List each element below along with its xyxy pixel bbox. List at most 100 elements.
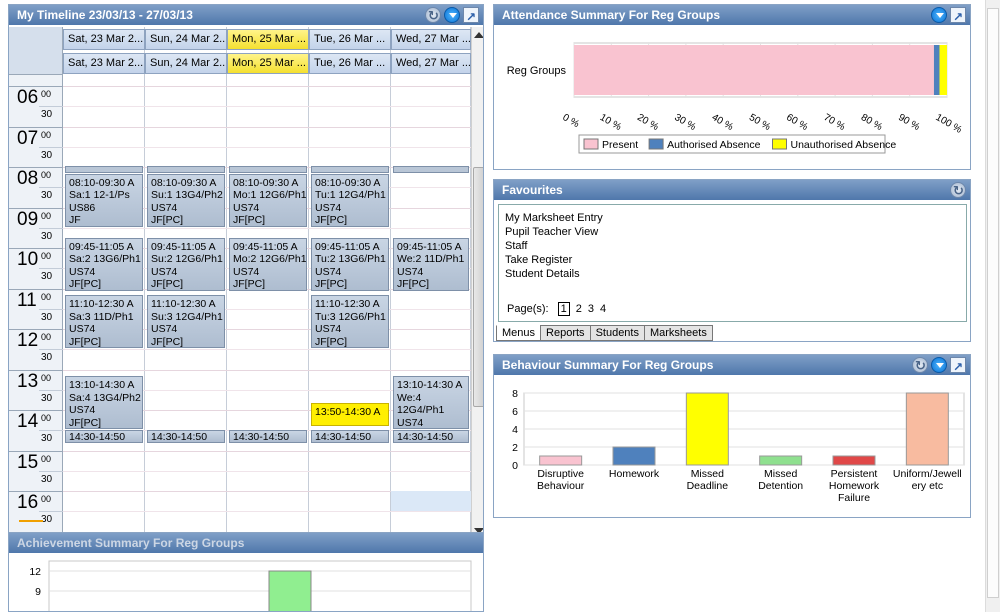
refresh-icon[interactable] bbox=[950, 181, 966, 201]
hour-label: 06 00 bbox=[9, 86, 63, 127]
timeline-grid[interactable]: 06 00 30 07 00 30 08 00 30 09 00 30 10 00 30 11 00 30 12 00… bbox=[9, 27, 471, 539]
maximize-icon[interactable] bbox=[463, 7, 479, 27]
timeline-event-overflow bbox=[65, 166, 143, 173]
favourite-link[interactable]: Staff bbox=[505, 240, 528, 252]
hour-label: 16 00 bbox=[9, 491, 63, 532]
bar bbox=[759, 455, 803, 466]
timeline-event[interactable]: 08:10-09:30 A Mo:1 12G6/Ph1 US74 JF[PC] bbox=[229, 173, 307, 227]
grid-line bbox=[63, 491, 471, 492]
timeline-event[interactable]: 09:45-11:05 A Tu:2 13G6/Ph1 US74 JF[PC] bbox=[311, 237, 389, 291]
timeline-event-overflow bbox=[311, 166, 389, 173]
timeline-event[interactable]: 11:10-12:30 A Su:3 12G4/Ph1 US74 JF[PC] bbox=[147, 295, 225, 349]
hour-number: 10 bbox=[17, 249, 39, 270]
day-header[interactable]: Wed, 27 Mar ... bbox=[391, 53, 471, 74]
favourites-title-bar: Favourites bbox=[494, 180, 970, 201]
day-header[interactable]: Tue, 26 Mar ... bbox=[309, 29, 391, 50]
timeline-scrollbar[interactable] bbox=[471, 27, 483, 539]
hour-number: 13 bbox=[17, 370, 39, 392]
maximize-icon[interactable] bbox=[950, 7, 966, 27]
refresh-icon[interactable] bbox=[425, 6, 441, 26]
half-hour-text: 30 bbox=[41, 473, 53, 485]
timeline-event[interactable]: 08:10-09:30 A Tu:1 12G4/Ph1 US74 JF[PC] bbox=[311, 173, 389, 227]
attendance-chart: 0 % 10 % 20 % 30 % 40 % 50 % 60 % 70 % 80 % 90 % 1… bbox=[507, 42, 964, 154]
day-header[interactable]: Mon, 25 Mar ... bbox=[227, 29, 309, 50]
x-tick-label: 80 % bbox=[859, 112, 884, 133]
scroll-up-button[interactable] bbox=[473, 29, 483, 43]
scroll-down-button[interactable] bbox=[473, 525, 483, 539]
hour-number: 11 bbox=[17, 289, 37, 311]
maximize-icon[interactable] bbox=[950, 357, 966, 377]
timeline-event[interactable]: 11:10-12:30 A Tu:3 12G6/Ph1 US74 JF[PC] bbox=[311, 295, 389, 349]
x-tick-label: 30 % bbox=[672, 112, 697, 133]
bar bbox=[268, 570, 312, 611]
hour-number: 12 bbox=[17, 330, 39, 351]
x-tick-label: 70 % bbox=[822, 112, 847, 133]
day-header[interactable]: Sat, 23 Mar 2... bbox=[63, 29, 145, 50]
tab-students[interactable]: Students bbox=[589, 325, 645, 341]
page-scroll-thumb[interactable] bbox=[987, 8, 999, 598]
favourites-title: Favourites bbox=[502, 183, 563, 197]
timeline-event[interactable]: 11:10-12:30 A Sa:3 11D/Ph1 US74 JF[PC] bbox=[65, 295, 143, 349]
timeline-event[interactable]: 09:45-11:05 A We:2 11D/Ph1 US74 JF[PC] bbox=[393, 237, 469, 291]
selected-slot[interactable] bbox=[391, 491, 471, 512]
tab-menus[interactable]: Menus bbox=[496, 325, 542, 341]
timeline-event[interactable]: 14:30-14:50 bbox=[65, 430, 143, 443]
x-tick-label: 50 % bbox=[747, 112, 772, 133]
page-link[interactable]: 3 bbox=[587, 303, 595, 315]
timeline-event[interactable]: 13:50-14:30 A bbox=[311, 403, 389, 426]
timeline-event[interactable]: 09:45-11:05 A Sa:2 13G6/Ph1 US74 JF[PC] bbox=[65, 237, 143, 291]
refresh-icon[interactable] bbox=[912, 356, 928, 376]
day-header[interactable]: Mon, 25 Mar ... bbox=[227, 53, 309, 74]
page-link[interactable]: 4 bbox=[600, 303, 607, 315]
favourite-link[interactable]: Take Register bbox=[505, 254, 573, 266]
tab-marksheets[interactable]: Marksheets bbox=[643, 325, 713, 341]
bar bbox=[539, 455, 583, 466]
grid-line bbox=[63, 86, 471, 87]
hour-number: 09 bbox=[17, 208, 39, 230]
collapse-icon[interactable] bbox=[931, 357, 947, 373]
x-tick-label: Homework bbox=[829, 480, 880, 492]
timeline-event[interactable]: 14:30-14:50 bbox=[229, 430, 307, 443]
day-header[interactable]: Tue, 26 Mar ... bbox=[309, 53, 391, 74]
timeline-event[interactable]: 13:10-14:30 A Sa:4 13G4/Ph2 US74 JF[PC] bbox=[65, 376, 143, 430]
x-tick-label: Disruptive bbox=[537, 468, 584, 480]
favourite-link[interactable]: My Marksheet Entry bbox=[505, 212, 603, 224]
hour-number: 06 bbox=[17, 87, 39, 108]
y-tick-label: 0 bbox=[512, 460, 518, 472]
timeline-event[interactable]: 08:10-09:30 A Sa:1 12-1/Ps US86 JF bbox=[65, 173, 143, 227]
timeline-event[interactable]: 14:30-14:50 bbox=[393, 430, 469, 443]
legend-label: Present bbox=[602, 139, 638, 151]
hour-minutes: 00 bbox=[41, 413, 52, 423]
scroll-thumb[interactable] bbox=[473, 167, 483, 407]
day-header[interactable]: Wed, 27 Mar ... bbox=[391, 29, 471, 50]
collapse-icon[interactable] bbox=[444, 7, 460, 23]
grid-line bbox=[63, 106, 471, 108]
page-scrollbar[interactable] bbox=[985, 0, 1000, 612]
timeline-event[interactable]: 14:30-14:50 bbox=[311, 430, 389, 443]
timeline-event[interactable]: 09:45-11:05 A Mo:2 12G6/Ph1 US74 JF[PC] bbox=[229, 237, 307, 291]
day-header[interactable]: Sun, 24 Mar 2... bbox=[145, 29, 227, 50]
day-header[interactable]: Sun, 24 Mar 2... bbox=[145, 53, 227, 74]
timeline-title: My Timeline 23/03/13 - 27/03/13 bbox=[17, 8, 193, 22]
timeline-event[interactable]: 09:45-11:05 A Su:2 12G6/Ph1 US74 JF[PC] bbox=[147, 237, 225, 291]
timeline-event[interactable]: 13:10-14:30 A We:4 12G4/Ph1 US74 bbox=[393, 376, 469, 430]
day-header[interactable]: Sat, 23 Mar 2... bbox=[63, 53, 145, 74]
legend-label: Unauthorised Absence bbox=[791, 139, 897, 151]
page-link[interactable]: 2 bbox=[575, 303, 582, 315]
tab-reports[interactable]: Reports bbox=[540, 325, 591, 341]
attendance-panel: Attendance Summary For Reg Groups 0 % 10 … bbox=[493, 4, 971, 170]
attendance-title: Attendance Summary For Reg Groups bbox=[502, 8, 721, 22]
favourite-link[interactable]: Student Details bbox=[505, 268, 580, 280]
x-tick-label: 60 % bbox=[784, 112, 809, 133]
timeline-event[interactable]: 14:30-14:50 bbox=[147, 430, 225, 443]
y-tick-label: 6 bbox=[512, 406, 518, 418]
favourite-link[interactable]: Pupil Teacher View bbox=[505, 226, 599, 238]
page-link[interactable]: 1 bbox=[557, 302, 570, 316]
attendance-title-bar: Attendance Summary For Reg Groups bbox=[494, 5, 970, 27]
hour-minutes: 00 bbox=[41, 494, 52, 504]
collapse-icon[interactable] bbox=[931, 7, 947, 23]
x-tick-label: 10 % bbox=[598, 112, 623, 133]
timeline-event[interactable]: 08:10-09:30 A Su:1 13G4/Ph2 US74 JF[PC] bbox=[147, 173, 225, 227]
x-tick-label: Persistent bbox=[831, 468, 878, 480]
